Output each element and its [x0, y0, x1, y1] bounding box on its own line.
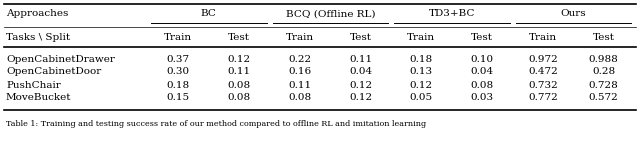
Text: BC: BC — [201, 10, 217, 19]
Text: 0.12: 0.12 — [349, 93, 372, 102]
Text: 0.472: 0.472 — [528, 68, 557, 76]
Text: Ours: Ours — [561, 10, 586, 19]
Text: Test: Test — [228, 32, 250, 41]
Text: 0.972: 0.972 — [528, 54, 557, 63]
Text: 0.18: 0.18 — [167, 80, 190, 90]
Text: BCQ (Offline RL): BCQ (Offline RL) — [285, 10, 375, 19]
Text: Tasks \ Split: Tasks \ Split — [6, 32, 70, 41]
Text: 0.12: 0.12 — [349, 80, 372, 90]
Text: 0.10: 0.10 — [470, 54, 493, 63]
Text: 0.28: 0.28 — [592, 68, 615, 76]
Text: 0.12: 0.12 — [410, 80, 433, 90]
Text: 0.08: 0.08 — [228, 93, 251, 102]
Text: 0.728: 0.728 — [589, 80, 618, 90]
Text: 0.08: 0.08 — [470, 80, 493, 90]
Text: 0.12: 0.12 — [228, 54, 251, 63]
Text: 0.05: 0.05 — [410, 93, 433, 102]
Text: 0.04: 0.04 — [349, 68, 372, 76]
Text: 0.11: 0.11 — [288, 80, 312, 90]
Text: 0.04: 0.04 — [470, 68, 493, 76]
Text: 0.08: 0.08 — [288, 93, 312, 102]
Text: 0.08: 0.08 — [228, 80, 251, 90]
Text: 0.732: 0.732 — [528, 80, 557, 90]
Text: 0.37: 0.37 — [167, 54, 190, 63]
Text: Test: Test — [593, 32, 614, 41]
Text: 0.772: 0.772 — [528, 93, 557, 102]
Text: 0.18: 0.18 — [410, 54, 433, 63]
Text: MoveBucket: MoveBucket — [6, 93, 72, 102]
Text: TD3+BC: TD3+BC — [429, 10, 475, 19]
Text: 0.988: 0.988 — [589, 54, 618, 63]
Text: 0.572: 0.572 — [589, 93, 618, 102]
Text: Test: Test — [349, 32, 372, 41]
Text: 0.30: 0.30 — [167, 68, 190, 76]
Text: Table 1: Training and testing success rate of our method compared to offline RL : Table 1: Training and testing success ra… — [6, 120, 426, 128]
Text: 0.03: 0.03 — [470, 93, 493, 102]
Text: 0.11: 0.11 — [228, 68, 251, 76]
Text: 0.16: 0.16 — [288, 68, 312, 76]
Text: Train: Train — [407, 32, 435, 41]
Text: 0.13: 0.13 — [410, 68, 433, 76]
Text: 0.11: 0.11 — [349, 54, 372, 63]
Text: Train: Train — [529, 32, 557, 41]
Text: 0.22: 0.22 — [288, 54, 312, 63]
Text: Test: Test — [471, 32, 493, 41]
Text: OpenCabinetDoor: OpenCabinetDoor — [6, 68, 101, 76]
Text: PushChair: PushChair — [6, 80, 61, 90]
Text: Train: Train — [286, 32, 314, 41]
Text: Approaches: Approaches — [6, 10, 68, 19]
Text: Train: Train — [164, 32, 193, 41]
Text: 0.15: 0.15 — [167, 93, 190, 102]
Text: OpenCabinetDrawer: OpenCabinetDrawer — [6, 54, 115, 63]
